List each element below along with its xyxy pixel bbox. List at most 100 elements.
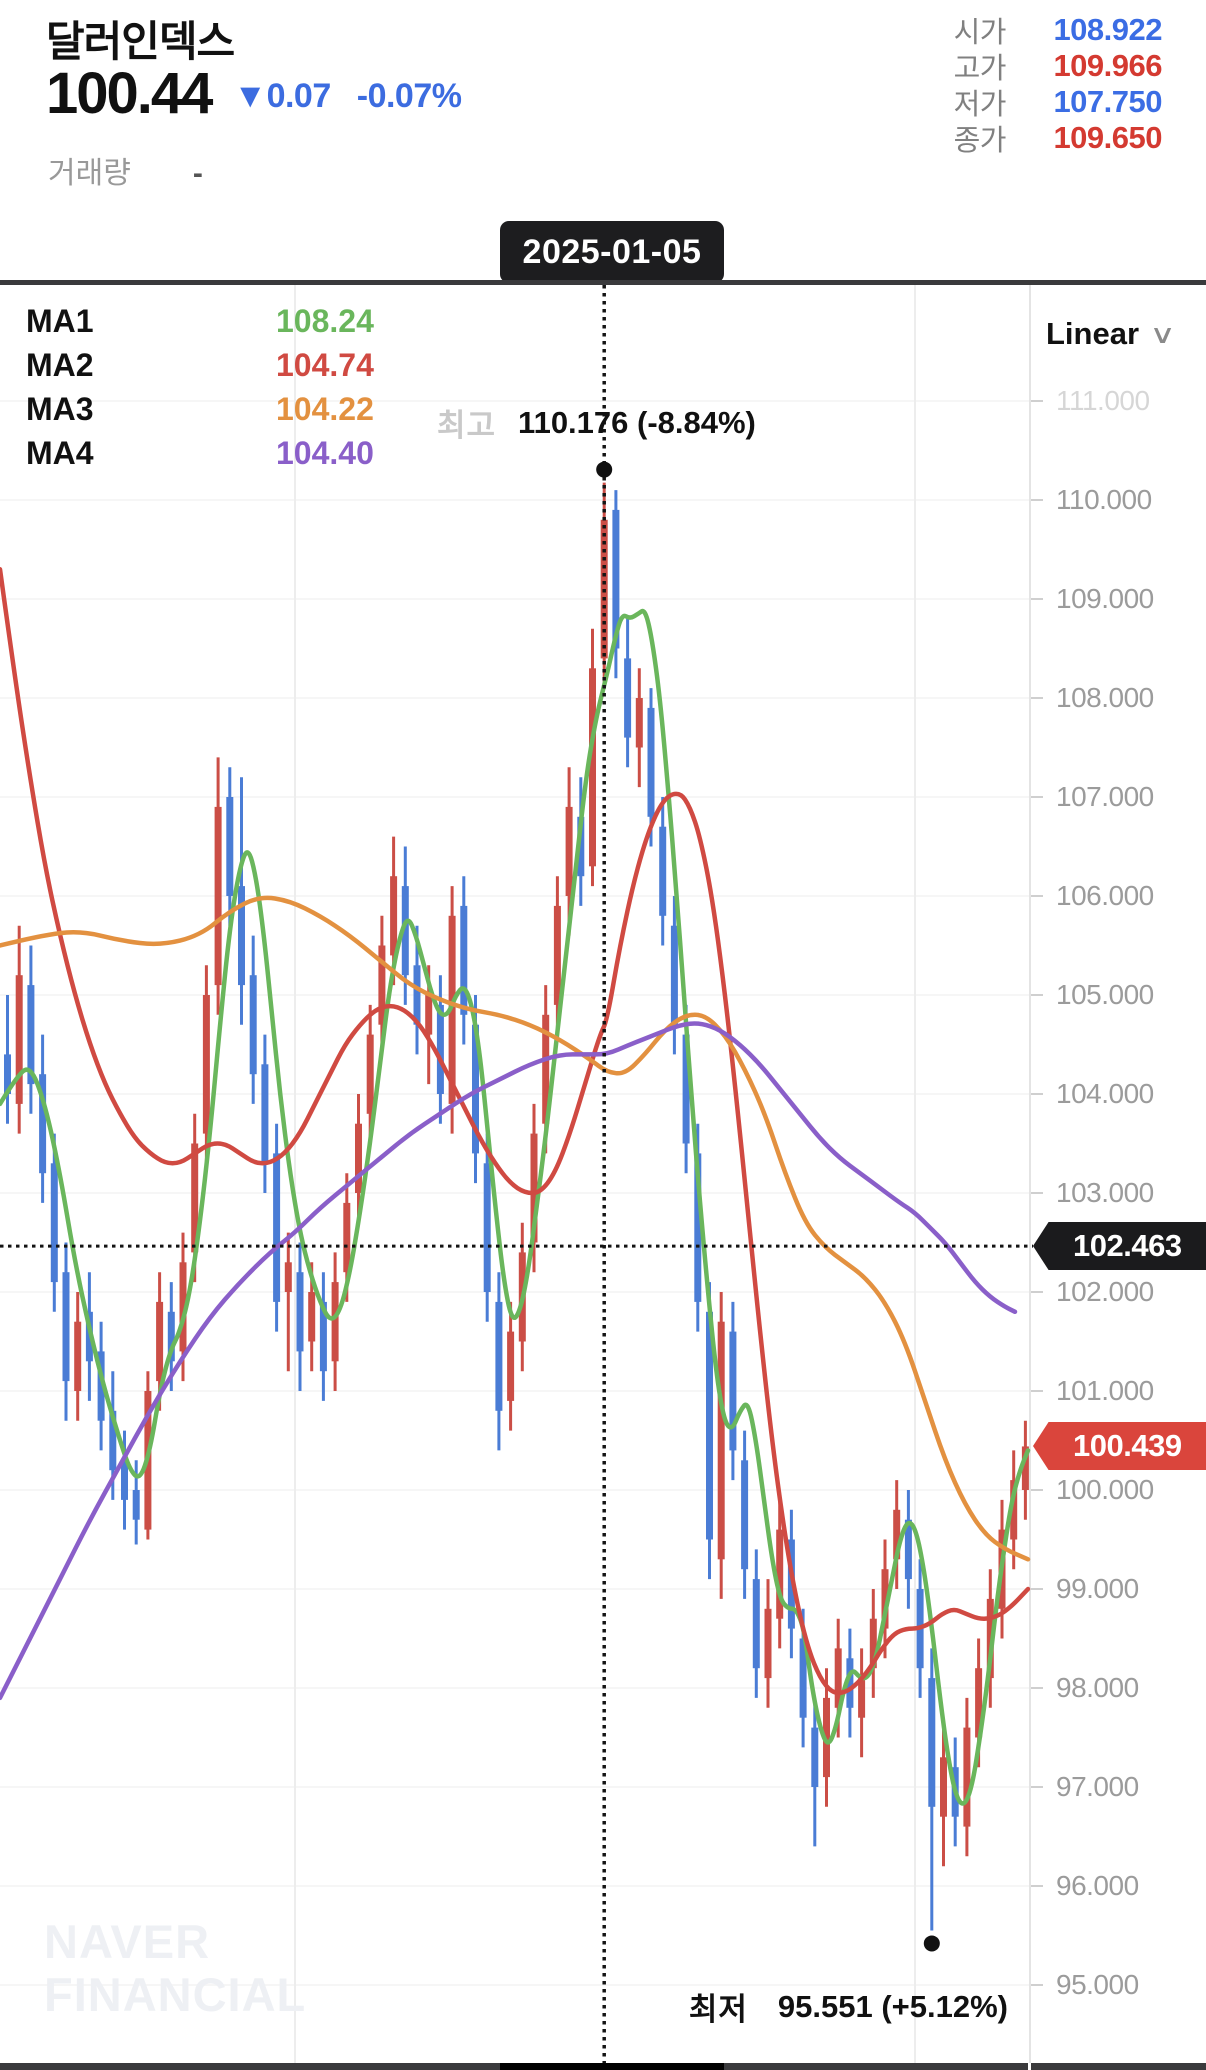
candle-body-up[interactable]: [530, 1133, 538, 1243]
candle-body-down[interactable]: [741, 1460, 749, 1570]
candle-body-up[interactable]: [553, 905, 561, 1005]
ma-legend: MA1 108.24 MA2 104.74 MA3 104.22 MA4 104…: [26, 303, 374, 471]
candle-body-up[interactable]: [378, 945, 386, 1025]
candle-body-down[interactable]: [577, 816, 585, 877]
candle-body-down[interactable]: [296, 1272, 304, 1352]
candle-body-up[interactable]: [975, 1668, 983, 1738]
candle-body-down[interactable]: [694, 1153, 702, 1302]
candle-body-up[interactable]: [565, 806, 573, 896]
candle-body-up[interactable]: [191, 1143, 199, 1253]
candle-body-down[interactable]: [50, 1163, 58, 1283]
candle-body-down[interactable]: [238, 886, 245, 986]
candle-body-down[interactable]: [4, 1054, 11, 1094]
ma2-value: 104.74: [276, 346, 374, 383]
candle-body-down[interactable]: [401, 886, 409, 976]
candle-body-up[interactable]: [156, 1301, 164, 1382]
candle-body-up[interactable]: [343, 1202, 351, 1273]
candle-body-up[interactable]: [589, 668, 596, 867]
candle-body-up[interactable]: [1010, 1480, 1018, 1540]
candle-body-up[interactable]: [542, 1014, 550, 1124]
candle-body-down[interactable]: [249, 975, 257, 1075]
legend-row-ma1[interactable]: MA1 108.24: [26, 303, 374, 339]
candle-body-up[interactable]: [425, 995, 433, 1035]
bottom-scrollbar[interactable]: [0, 2063, 1206, 2070]
candle-body-up[interactable]: [940, 1757, 947, 1817]
candle-body-down[interactable]: [612, 509, 620, 649]
candle-body-up[interactable]: [635, 698, 643, 748]
scale-selector-dropdown[interactable]: Linear ∨: [1046, 316, 1176, 352]
candle-body-up[interactable]: [507, 1331, 515, 1401]
close-label: 종가: [953, 124, 1007, 157]
legend-row-ma4[interactable]: MA4 104.40: [26, 435, 374, 471]
candle-body-down[interactable]: [647, 707, 655, 817]
candle-body-down[interactable]: [109, 1410, 117, 1471]
candle-body-down[interactable]: [167, 1311, 175, 1362]
candle-body-down[interactable]: [436, 1004, 444, 1094]
scrollbar-selected-segment[interactable]: [500, 2063, 724, 2070]
candle-body-down[interactable]: [928, 1678, 936, 1807]
candle-body-down[interactable]: [846, 1658, 854, 1708]
candle-body-down[interactable]: [261, 1064, 269, 1164]
candle-body-up[interactable]: [179, 1262, 187, 1352]
low-annotation-label: 최저: [688, 1992, 748, 2027]
candle-body-down[interactable]: [62, 1272, 70, 1382]
candle-body-down[interactable]: [904, 1519, 912, 1580]
candle-body-up[interactable]: [881, 1569, 889, 1629]
candle-body-down[interactable]: [319, 1301, 327, 1372]
ma3-line[interactable]: [0, 895, 1031, 1562]
legend-row-ma2[interactable]: MA2 104.74: [26, 346, 374, 383]
candle-body-down[interactable]: [27, 985, 35, 1085]
candle-body-up[interactable]: [390, 876, 398, 956]
chart-top-border: [0, 280, 1206, 285]
candle-body-up[interactable]: [1021, 1446, 1029, 1490]
candle-body-down[interactable]: [132, 1490, 140, 1520]
candle-body-up[interactable]: [202, 995, 210, 1134]
ma2-line[interactable]: [0, 567, 1031, 1696]
candle-body-up[interactable]: [834, 1648, 842, 1708]
candle-body-down[interactable]: [624, 658, 632, 738]
candle-body-up[interactable]: [893, 1509, 901, 1560]
candle-body-up[interactable]: [869, 1618, 877, 1669]
candle-body-up[interactable]: [717, 1321, 725, 1560]
candle-body-down[interactable]: [39, 1074, 47, 1174]
candle-body-up[interactable]: [331, 1282, 339, 1362]
candle-body-down[interactable]: [799, 1638, 807, 1718]
y-axis-label: 110.000: [1056, 484, 1152, 515]
volume-row: 거래량 -: [48, 148, 203, 192]
candle-body-down[interactable]: [413, 965, 421, 1025]
candle-body-down[interactable]: [121, 1460, 128, 1500]
candle-body-down[interactable]: [659, 826, 667, 916]
candle-body-down[interactable]: [483, 1163, 491, 1292]
legend-row-ma3[interactable]: MA3 104.22: [26, 390, 374, 427]
candle-body-down[interactable]: [682, 1034, 690, 1144]
candle-body-down[interactable]: [729, 1331, 737, 1451]
candle-body-down[interactable]: [811, 1727, 819, 1787]
candle-body-up[interactable]: [986, 1598, 994, 1679]
candle-body-up[interactable]: [366, 1034, 374, 1114]
candle-body-up[interactable]: [355, 1123, 362, 1193]
candle-body-up[interactable]: [74, 1321, 82, 1391]
high-annotation: 최고 110.176 (-8.84%): [437, 400, 756, 445]
crosshair-date-tooltip: 2025-01-05: [500, 221, 724, 283]
candle-body-up[interactable]: [308, 1292, 316, 1342]
candle-body-down[interactable]: [752, 1579, 760, 1669]
candle-body-up[interactable]: [963, 1727, 971, 1827]
candle-body-down[interactable]: [226, 797, 234, 896]
candle-body-up[interactable]: [858, 1678, 866, 1718]
candle-body-up[interactable]: [284, 1262, 292, 1292]
ma4-line[interactable]: [0, 1021, 1018, 1701]
candle-body-up[interactable]: [823, 1697, 830, 1778]
candle-body-down[interactable]: [670, 925, 678, 1025]
candle-body-up[interactable]: [214, 806, 222, 986]
high-label: 고가: [953, 52, 1007, 85]
candle-body-up[interactable]: [776, 1529, 784, 1619]
candle-body-up[interactable]: [15, 975, 23, 1104]
ma3-value: 104.22: [276, 390, 374, 427]
candle-body-up[interactable]: [764, 1608, 772, 1679]
candle-body-down[interactable]: [460, 905, 468, 1015]
candle-body-down[interactable]: [273, 1153, 281, 1302]
candle-body-down[interactable]: [495, 1301, 503, 1411]
candle-body-down[interactable]: [97, 1351, 105, 1421]
candle-body-down[interactable]: [706, 1311, 713, 1540]
